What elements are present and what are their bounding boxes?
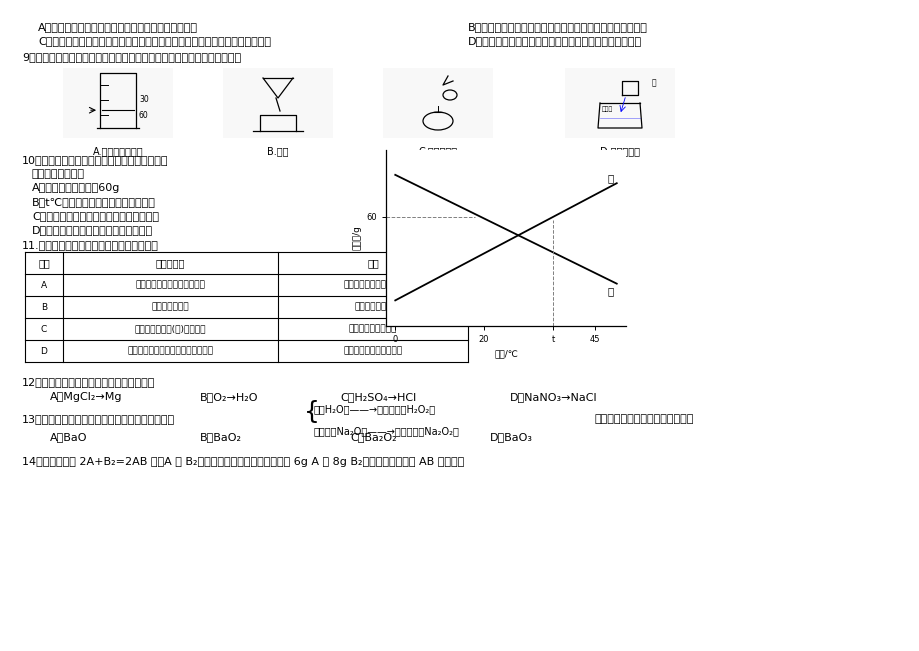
Text: 13．类推的思维方法在化学学习中应用广泛，例如: 13．类推的思维方法在化学学习中应用广泛，例如 <box>22 414 175 424</box>
Text: B.过滤: B.过滤 <box>267 146 289 156</box>
Text: B．BaO₂: B．BaO₂ <box>199 432 242 442</box>
Text: D．根据空气质量报告，可知道空气质量级别和首要污染物: D．根据空气质量报告，可知道空气质量级别和首要污染物 <box>468 36 641 46</box>
Text: 选项: 选项 <box>38 258 50 268</box>
Text: 30: 30 <box>139 96 149 105</box>
Text: 酒香不怕巷子深: 酒香不怕巷子深 <box>152 303 189 311</box>
FancyBboxPatch shape <box>382 68 493 138</box>
Text: 甲: 甲 <box>607 174 614 184</box>
Text: 水（H₂O）——→过氧化氢（H₂O₂）: 水（H₂O）——→过氧化氢（H₂O₂） <box>313 404 436 414</box>
Text: C．根据元素周期表，可查找元素的原子序数、元素符号、相对原子质量等信息: C．根据元素周期表，可查找元素的原子序数、元素符号、相对原子质量等信息 <box>38 36 271 46</box>
Text: 两者的原子排列方式不同: 两者的原子排列方式不同 <box>343 281 403 290</box>
Text: 氧化钠（Na₂O）——→过氧化钠（Na₂O₂）: 氧化钠（Na₂O）——→过氧化钠（Na₂O₂） <box>313 426 460 436</box>
Text: 分子不断的运动: 分子不断的运动 <box>354 303 391 311</box>
Text: D: D <box>40 346 48 355</box>
Text: 浓硫酸: 浓硫酸 <box>601 106 613 112</box>
Text: 原子的大小发生改变: 原子的大小发生改变 <box>348 324 397 333</box>
Text: 水: 水 <box>652 78 656 87</box>
Y-axis label: 溶解度/g: 溶解度/g <box>352 225 361 250</box>
Text: 60: 60 <box>139 111 149 120</box>
FancyBboxPatch shape <box>564 68 675 138</box>
Text: 由此可推断，过氧化钡的化学式为: 由此可推断，过氧化钡的化学式为 <box>595 414 694 424</box>
Text: 乙: 乙 <box>607 286 614 296</box>
Text: B: B <box>40 303 47 311</box>
Text: 现象或事实: 现象或事实 <box>155 258 185 268</box>
Text: A．BaO: A．BaO <box>50 432 87 442</box>
Text: {: { <box>303 400 320 424</box>
FancyBboxPatch shape <box>62 68 173 138</box>
Text: 10．右图是甲、乙两种固体物质的溶解度曲线，: 10．右图是甲、乙两种固体物质的溶解度曲线， <box>22 155 168 165</box>
Text: 金刚石和石墨的性质差异较大: 金刚石和石墨的性质差异较大 <box>135 281 205 290</box>
Text: C: C <box>40 324 47 333</box>
Text: 12．下列物质间的转化，不能一步实现的是: 12．下列物质间的转化，不能一步实现的是 <box>22 377 155 387</box>
Text: A．MgCl₂→Mg: A．MgCl₂→Mg <box>50 392 122 402</box>
Text: C．H₂SO₄→HCl: C．H₂SO₄→HCl <box>340 392 415 402</box>
Text: 下列说法正确的是: 下列说法正确的是 <box>32 169 85 179</box>
FancyBboxPatch shape <box>222 68 333 138</box>
Text: 11.下列对相应现象或事实的解释不正确的是: 11.下列对相应现象或事实的解释不正确的是 <box>22 240 159 250</box>
Text: D．NaNO₃→NaCl: D．NaNO₃→NaCl <box>509 392 597 402</box>
Text: 用于冰进行人工降雨；用铜制作导线: 用于冰进行人工降雨；用铜制作导线 <box>128 346 213 355</box>
X-axis label: 温度/℃: 温度/℃ <box>494 349 517 358</box>
Text: B．t℃时，甲、乙两物质的溶解度相等: B．t℃时，甲、乙两物质的溶解度相等 <box>32 197 155 207</box>
Text: 14．在化学反应 2A+B₂=2AB 中，A 与 B₂反应的质量关系如图所示，现将 6g A 和 8g B₂充分反应，则生成 AB 的质量是: 14．在化学反应 2A+B₂=2AB 中，A 与 B₂反应的质量关系如图所示，现… <box>22 457 464 467</box>
Text: 温度计中的水银(汞)热胀冷缩: 温度计中的水银(汞)热胀冷缩 <box>134 324 206 333</box>
Text: 都是利用物质的物理性质: 都是利用物质的物理性质 <box>343 346 403 355</box>
Text: A: A <box>40 281 47 290</box>
Text: C．Ba₂O₂: C．Ba₂O₂ <box>349 432 396 442</box>
Text: D．乙物质的溶解度随温度的升高而增大: D．乙物质的溶解度随温度的升高而增大 <box>32 225 153 235</box>
Text: A．甲物质的溶解度为60g: A．甲物质的溶解度为60g <box>32 183 120 193</box>
Text: A.读出液体的体积: A.读出液体的体积 <box>93 146 143 156</box>
Text: 9．规范实验操作是获得实验成功的重要保证，下列化学实验操作正确的是: 9．规范实验操作是获得实验成功的重要保证，下列化学实验操作正确的是 <box>22 52 241 62</box>
Text: B．根据金属活动性顺序表，可判断金属是否容易被盐酸腐蚀: B．根据金属活动性顺序表，可判断金属是否容易被盐酸腐蚀 <box>468 22 647 32</box>
Text: A．根据金属的熔点数据表，可判断金属的导电性强弱: A．根据金属的熔点数据表，可判断金属的导电性强弱 <box>38 22 198 32</box>
Text: B．O₂→H₂O: B．O₂→H₂O <box>199 392 258 402</box>
Text: C．升高温度可使不饱和的甲溶液变为饱和: C．升高温度可使不饱和的甲溶液变为饱和 <box>32 211 159 221</box>
Text: 解释: 解释 <box>367 258 379 268</box>
Text: C.熄灭酒精灯: C.熄灭酒精灯 <box>418 146 457 156</box>
Text: D.稀释浓硫酸: D.稀释浓硫酸 <box>599 146 640 156</box>
Text: D．BaO₃: D．BaO₃ <box>490 432 532 442</box>
Text: www.zixin.com.cn: www.zixin.com.cn <box>402 286 577 305</box>
